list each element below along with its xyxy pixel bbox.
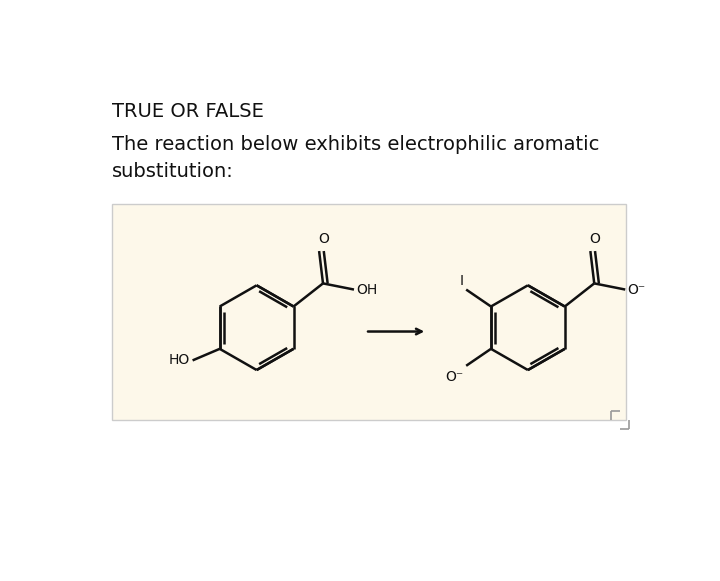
Text: I: I [460,274,464,288]
Text: O: O [590,232,600,246]
Text: O: O [318,232,329,246]
Text: TRUE OR FALSE: TRUE OR FALSE [112,102,264,121]
Text: O⁻: O⁻ [446,370,464,383]
Text: HO: HO [169,353,190,367]
Text: OH: OH [356,282,377,296]
Bar [112,205,626,420]
Text: O⁻: O⁻ [628,282,646,296]
Text: The reaction below exhibits electrophilic aromatic
substitution:: The reaction below exhibits electrophili… [112,135,599,181]
